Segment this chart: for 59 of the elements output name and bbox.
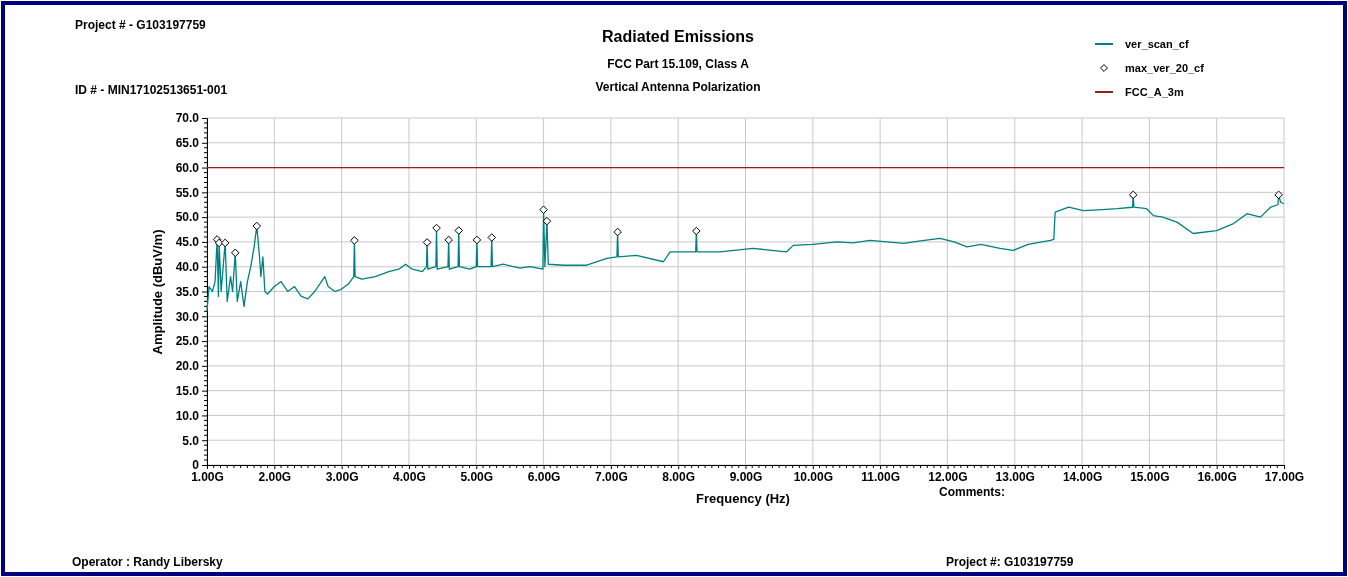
x-tick-label: 13.00G <box>995 469 1035 484</box>
y-tick-label: 30.0 <box>175 309 200 324</box>
y-tick-label: 65.0 <box>175 136 200 151</box>
point <box>1274 190 1283 200</box>
text: Project #: G103197759 <box>946 555 1074 569</box>
point <box>487 233 496 242</box>
x-tick-label: 7.00G <box>595 469 628 484</box>
y-tick-label: 25.0 <box>175 334 200 349</box>
point <box>220 238 230 248</box>
x-tick-label: 5.00G <box>460 469 494 484</box>
x-tick-label: 15.00G <box>1130 469 1170 484</box>
text: Vertical Antenna Polarization <box>595 80 761 94</box>
y-tick-label: 45.0 <box>175 235 200 250</box>
y-tick-label: 35.0 <box>175 284 200 299</box>
legend-label: FCC_A_3m <box>1125 86 1184 98</box>
point <box>542 216 552 226</box>
y-axis-title: Amplitude (dBuV/m) <box>150 229 165 355</box>
point <box>432 223 441 233</box>
point <box>231 248 240 258</box>
point <box>444 235 453 245</box>
chart-title: Radiated Emissions <box>601 28 755 45</box>
x-tick-label: 8.00G <box>662 469 696 484</box>
x-tick-label: 4.00G <box>393 469 426 484</box>
point <box>1128 190 1138 200</box>
y-tick-label: 20.0 <box>175 359 200 374</box>
legend-label: max_ver_20_cf <box>1125 62 1205 74</box>
y-tick-label: 15.0 <box>175 383 200 398</box>
x-tick-label: 6.00G <box>527 469 561 484</box>
point <box>252 221 262 231</box>
text: ID # - MIN17102513651-001 <box>75 83 228 97</box>
y-tick-label: 60.0 <box>175 160 200 175</box>
point <box>613 227 622 237</box>
y-tick-label: 5.0 <box>182 433 200 448</box>
x-tick-label: 2.00G <box>258 469 292 484</box>
point <box>422 238 432 247</box>
x-axis-title: Frequency (Hz) <box>696 491 790 506</box>
text: Comments: <box>938 485 1006 499</box>
x-tick-label: 17.00G <box>1264 469 1305 484</box>
point <box>539 205 548 214</box>
x-tick-label: 10.00G <box>793 469 833 484</box>
point <box>692 226 701 236</box>
y-tick-label: 40.0 <box>175 260 200 275</box>
x-tick-label: 3.00G <box>325 469 359 484</box>
chart-subtitle: FCC Part 15.109, Class A <box>607 57 750 71</box>
x-tick-label: 9.00G <box>729 469 763 484</box>
y-tick-label: 10.0 <box>175 408 200 423</box>
point <box>472 235 482 245</box>
x-tick-label: 14.00G <box>1062 469 1103 484</box>
legend-label: ver_scan_cf <box>1125 38 1189 50</box>
text: Operator : Randy Libersky <box>72 555 224 569</box>
point <box>454 226 464 235</box>
text: Project # - G103197759 <box>75 18 207 32</box>
y-tick-label: 50.0 <box>175 210 200 225</box>
point <box>350 236 359 245</box>
y-tick-label: 70.0 <box>175 111 200 126</box>
x-tick-label: 16.00G <box>1197 469 1237 484</box>
x-tick-label: 11.00G <box>861 469 900 484</box>
x-tick-label: 12.00G <box>928 469 968 484</box>
y-tick-label: 55.0 <box>175 185 200 200</box>
